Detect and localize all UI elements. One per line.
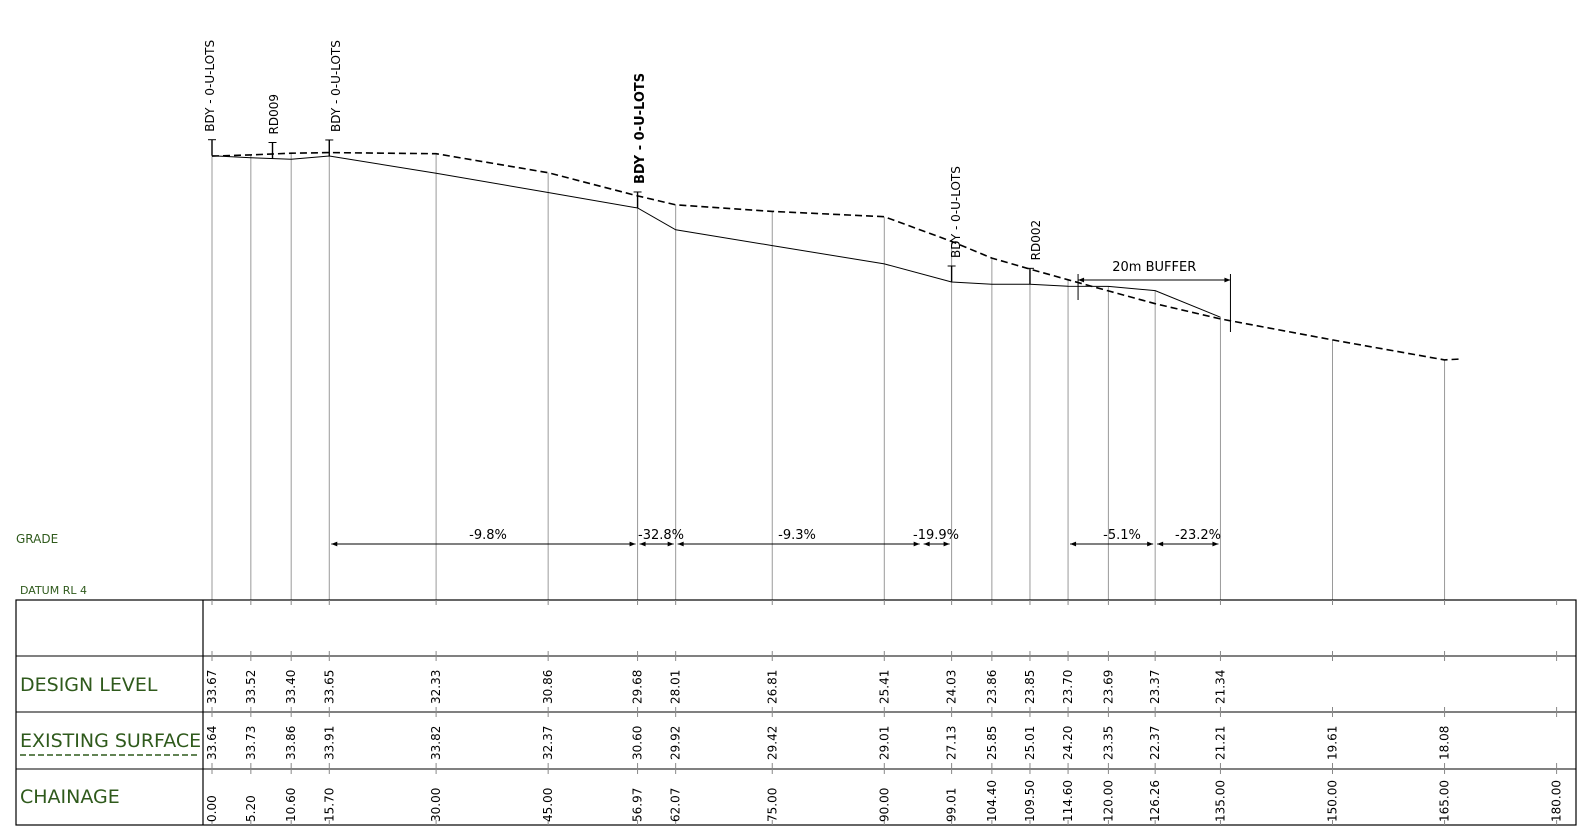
- existing-surface-value: 19.61: [1326, 726, 1340, 760]
- buffer-label: 20m BUFFER: [1112, 260, 1196, 275]
- design-level-value: 23.85: [1023, 670, 1037, 704]
- existing-surface-line: [211, 151, 1463, 361]
- chainage-value: 5.20: [244, 795, 258, 822]
- existing-surface-value: 33.64: [205, 726, 219, 760]
- chainage-value: 180.00: [1550, 780, 1564, 822]
- design-level-value: 23.86: [985, 670, 999, 704]
- chainage-value: 75.00: [765, 788, 779, 822]
- existing-surface-value: 33.86: [284, 726, 298, 760]
- datum-label: DATUM RL 4: [20, 584, 87, 597]
- grade-arrows: -9.8% -32.8% -9.3% -19.9% -5.1% -23.2%: [331, 528, 1221, 547]
- marker-ticks: [208, 139, 1034, 285]
- grade-label: -9.3%: [778, 528, 816, 543]
- chainage-value: 99.01: [945, 788, 959, 822]
- chainage-value: 165.00: [1438, 780, 1452, 822]
- existing-surface-value: 29.92: [669, 726, 683, 760]
- chainage-value: 109.50: [1023, 780, 1037, 822]
- existing-surface-value: 24.20: [1061, 726, 1075, 760]
- existing-surface-value: 25.01: [1023, 726, 1037, 760]
- chainage-values: 0.00 5.20 10.60 15.70 30.00 45.00 56.97 62.07 75…: [205, 780, 1564, 822]
- design-level-value: 32.33: [429, 670, 443, 704]
- grade-label: -5.1%: [1103, 528, 1141, 543]
- existing-surface-value: 18.08: [1438, 726, 1452, 760]
- marker-label: RD002: [1029, 220, 1043, 260]
- vertical-grid-lines: [211, 152, 1446, 600]
- existing-surface-value: 21.21: [1213, 726, 1227, 760]
- design-level-value: 33.52: [244, 670, 258, 704]
- chainage-value: 56.97: [631, 788, 645, 822]
- chainage-value: 135.00: [1213, 780, 1227, 822]
- existing-surface-values: 33.64 33.73 33.86 33.91 33.82 32.37 30.60 29.92…: [205, 726, 1452, 760]
- existing-surface-value: 32.37: [541, 726, 555, 760]
- design-level-row-label: DESIGN LEVEL: [20, 674, 158, 696]
- chainage-row-label: CHAINAGE: [20, 786, 120, 808]
- marker-label: BDY - 0-U-LOTS: [203, 40, 217, 132]
- chainage-value: 30.00: [429, 788, 443, 822]
- existing-surface-value: 29.01: [877, 726, 891, 760]
- existing-surface-value: 27.13: [945, 726, 959, 760]
- existing-surface-row-label: EXISTING SURFACE: [20, 730, 201, 752]
- chainage-value: 120.00: [1101, 780, 1115, 822]
- design-level-value: 25.41: [877, 670, 891, 704]
- design-level-value: 28.01: [669, 670, 683, 704]
- existing-surface-value: 25.85: [985, 726, 999, 760]
- design-level-value: 23.69: [1101, 670, 1115, 704]
- existing-surface-value: 33.91: [322, 726, 336, 760]
- grade-label: -23.2%: [1175, 528, 1221, 543]
- buffer-dimension: 20m BUFFER: [1077, 260, 1231, 332]
- existing-surface-value: 33.82: [429, 726, 443, 760]
- design-level-value: 23.37: [1148, 670, 1162, 704]
- chainage-value: 104.40: [985, 780, 999, 822]
- existing-surface-value: 30.60: [631, 726, 645, 760]
- existing-surface-value: 33.73: [244, 726, 258, 760]
- marker-label: BDY - 0-U-LOTS: [949, 166, 963, 258]
- grade-label: -32.8%: [638, 528, 684, 543]
- chainage-value: 90.00: [877, 788, 891, 822]
- chainage-value: 10.60: [284, 788, 298, 822]
- design-level-value: 30.86: [541, 670, 555, 704]
- chainage-value: 0.00: [205, 795, 219, 822]
- design-level-value: 23.70: [1061, 670, 1075, 704]
- marker-label: BDY - 0-U-LOTS: [329, 40, 343, 132]
- design-level-value: 33.40: [284, 670, 298, 704]
- design-level-values: 33.67 33.52 33.40 33.65 32.33 30.86 29.68 28.01…: [205, 670, 1227, 704]
- design-level-value: 33.65: [322, 670, 336, 704]
- chainage-value: 126.26: [1148, 780, 1162, 822]
- existing-surface-value: 23.35: [1101, 726, 1115, 760]
- data-table: DESIGN LEVEL EXISTING SURFACE CHAINAGE 3…: [15, 599, 1577, 826]
- design-level-line: [211, 155, 1221, 318]
- existing-surface-value: 22.37: [1148, 726, 1162, 760]
- chainage-value: 150.00: [1326, 780, 1340, 822]
- design-level-value: 24.03: [945, 670, 959, 704]
- design-level-value: 26.81: [765, 670, 779, 704]
- design-level-value: 29.68: [631, 670, 645, 704]
- marker-labels: BDY - 0-U-LOTS RD009 BDY - 0-U-LOTS BDY - 0…: [203, 40, 1043, 260]
- chainage-value: 45.00: [541, 788, 555, 822]
- grade-label: -9.8%: [469, 528, 507, 543]
- marker-label: BDY - 0-U-LOTS: [633, 73, 648, 184]
- chainage-value: 15.70: [322, 788, 336, 822]
- grade-label: -19.9%: [913, 528, 959, 543]
- existing-surface-value: 29.42: [765, 726, 779, 760]
- design-level-value: 21.34: [1213, 670, 1227, 704]
- chainage-value: 114.60: [1061, 780, 1075, 822]
- chainage-value: 62.07: [669, 788, 683, 822]
- marker-label: RD009: [267, 94, 281, 134]
- table-ticks: [211, 600, 1558, 825]
- design-level-value: 33.67: [205, 670, 219, 704]
- grade-label: GRADE: [16, 532, 58, 546]
